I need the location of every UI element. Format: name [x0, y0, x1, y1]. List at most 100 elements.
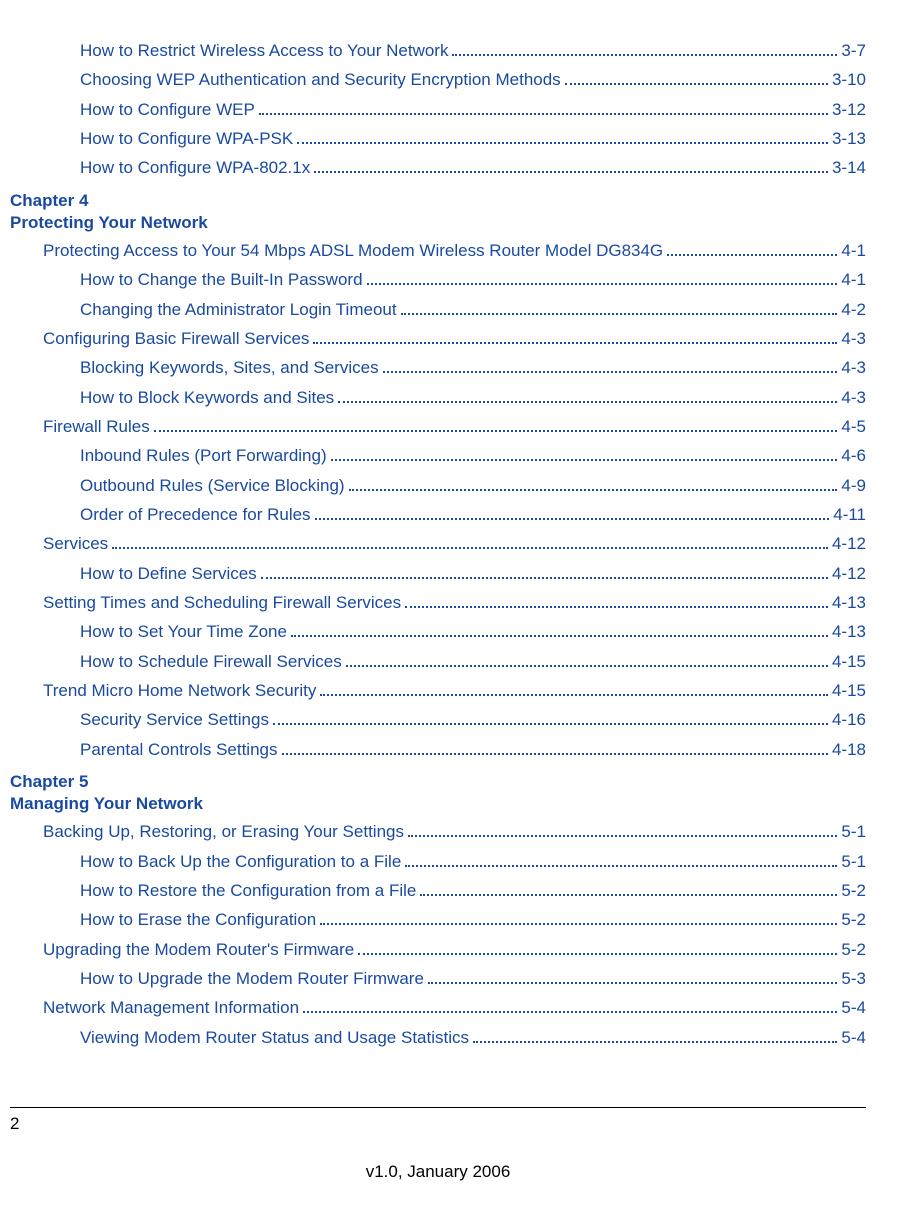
chapter-number: Chapter 5 [10, 771, 866, 793]
toc-leader-dots [112, 537, 828, 549]
toc-entry[interactable]: How to Schedule Firewall Services 4-15 [5, 649, 866, 675]
toc-entry[interactable]: Blocking Keywords, Sites, and Services 4… [5, 355, 866, 381]
toc-entry[interactable]: How to Configure WPA-PSK 3-13 [5, 126, 866, 152]
toc-entry[interactable]: Backing Up, Restoring, or Erasing Your S… [5, 819, 866, 845]
toc-entry[interactable]: How to Set Your Time Zone 4-13 [5, 619, 866, 645]
toc-label: How to Restore the Configuration from a … [80, 878, 416, 904]
toc-label: How to Define Services [80, 561, 257, 587]
toc-label: How to Upgrade the Modem Router Firmware [80, 966, 424, 992]
toc-page: 5-2 [841, 907, 866, 933]
toc-page: 3-14 [832, 155, 866, 181]
toc-leader-dots [261, 567, 828, 579]
toc-label: Trend Micro Home Network Security [43, 678, 316, 704]
toc-label: Configuring Basic Firewall Services [43, 326, 309, 352]
toc-page: 4-9 [841, 473, 866, 499]
toc-entry[interactable]: Setting Times and Scheduling Firewall Se… [5, 590, 866, 616]
toc-entry[interactable]: Network Management Information 5-4 [5, 995, 866, 1021]
toc-leader-dots [367, 273, 838, 285]
toc-page: 4-2 [841, 297, 866, 323]
toc-leader-dots [667, 244, 837, 256]
toc-leader-dots [473, 1031, 837, 1043]
chapter-heading-5[interactable]: Chapter 5 Managing Your Network [5, 771, 866, 815]
toc-leader-dots [320, 913, 837, 925]
toc-entry[interactable]: Inbound Rules (Port Forwarding) 4-6 [5, 443, 866, 469]
toc-page: 4-6 [841, 443, 866, 469]
toc-page: 3-12 [832, 97, 866, 123]
toc-entry[interactable]: How to Configure WPA-802.1x 3-14 [5, 155, 866, 181]
toc-entry[interactable]: How to Configure WEP 3-12 [5, 97, 866, 123]
toc-leader-dots [452, 44, 837, 56]
toc-label: Security Service Settings [80, 707, 269, 733]
toc-entry[interactable]: Configuring Basic Firewall Services 4-3 [5, 326, 866, 352]
toc-label: How to Change the Built-In Password [80, 267, 363, 293]
toc-entry[interactable]: How to Erase the Configuration 5-2 [5, 907, 866, 933]
toc-label: Services [43, 531, 108, 557]
toc-entry[interactable]: Order of Precedence for Rules 4-11 [5, 502, 866, 528]
toc-leader-dots [291, 625, 828, 637]
toc-leader-dots [349, 478, 838, 490]
toc-entry[interactable]: Security Service Settings 4-16 [5, 707, 866, 733]
toc-leader-dots [346, 655, 828, 667]
toc-page: 4-15 [832, 649, 866, 675]
toc-leader-dots [313, 332, 837, 344]
toc-entry[interactable]: How to Back Up the Configuration to a Fi… [5, 849, 866, 875]
toc-entry[interactable]: Parental Controls Settings 4-18 [5, 737, 866, 763]
toc-page: 4-13 [832, 619, 866, 645]
toc-entry[interactable]: Changing the Administrator Login Timeout… [5, 297, 866, 323]
toc-leader-dots [331, 449, 838, 461]
toc-leader-dots [428, 972, 838, 984]
toc-entry[interactable]: Outbound Rules (Service Blocking) 4-9 [5, 473, 866, 499]
toc-leader-dots [297, 132, 828, 144]
toc-label: Network Management Information [43, 995, 299, 1021]
toc-label: How to Set Your Time Zone [80, 619, 287, 645]
toc-leader-dots [401, 302, 838, 314]
toc-page: 5-2 [841, 878, 866, 904]
chapter-title: Protecting Your Network [10, 212, 866, 234]
toc-label: How to Configure WEP [80, 97, 255, 123]
toc-entry[interactable]: How to Block Keywords and Sites 4-3 [5, 385, 866, 411]
toc-entry[interactable]: How to Change the Built-In Password 4-1 [5, 267, 866, 293]
toc-leader-dots [405, 854, 837, 866]
toc-entry[interactable]: Services 4-12 [5, 531, 866, 557]
toc-page: 3-13 [832, 126, 866, 152]
toc-leader-dots [314, 161, 828, 173]
toc-leader-dots [315, 508, 830, 520]
toc-entry[interactable]: Upgrading the Modem Router's Firmware 5-… [5, 937, 866, 963]
chapter-number: Chapter 4 [10, 190, 866, 212]
toc-leader-dots [405, 596, 828, 608]
toc-leader-dots [408, 825, 837, 837]
toc-entry[interactable]: How to Upgrade the Modem Router Firmware… [5, 966, 866, 992]
toc-entry[interactable]: How to Define Services 4-12 [5, 561, 866, 587]
toc-entry[interactable]: How to Restore the Configuration from a … [5, 878, 866, 904]
toc-entry[interactable]: How to Restrict Wireless Access to Your … [5, 38, 866, 64]
toc-label: Inbound Rules (Port Forwarding) [80, 443, 327, 469]
toc-entry[interactable]: Viewing Modem Router Status and Usage St… [5, 1025, 866, 1051]
toc-content: How to Restrict Wireless Access to Your … [0, 0, 901, 1051]
toc-page: 4-16 [832, 707, 866, 733]
toc-label: How to Configure WPA-802.1x [80, 155, 310, 181]
chapter-heading-4[interactable]: Chapter 4 Protecting Your Network [5, 190, 866, 234]
toc-page: 4-15 [832, 678, 866, 704]
toc-entry[interactable]: Choosing WEP Authentication and Security… [5, 67, 866, 93]
toc-label: How to Block Keywords and Sites [80, 385, 334, 411]
toc-label: How to Back Up the Configuration to a Fi… [80, 849, 401, 875]
toc-entry[interactable]: Firewall Rules 4-5 [5, 414, 866, 440]
toc-page: 5-4 [841, 1025, 866, 1051]
toc-leader-dots [259, 103, 828, 115]
toc-label: Firewall Rules [43, 414, 150, 440]
toc-leader-dots [420, 884, 837, 896]
toc-label: Outbound Rules (Service Blocking) [80, 473, 345, 499]
toc-label: How to Schedule Firewall Services [80, 649, 342, 675]
page-number: 2 [10, 1114, 866, 1134]
toc-entry[interactable]: Protecting Access to Your 54 Mbps ADSL M… [5, 238, 866, 264]
toc-page: 5-2 [841, 937, 866, 963]
toc-label: Blocking Keywords, Sites, and Services [80, 355, 379, 381]
toc-leader-dots [273, 713, 828, 725]
toc-page: 4-3 [841, 355, 866, 381]
toc-leader-dots [320, 684, 828, 696]
toc-leader-dots [338, 390, 837, 402]
toc-entry[interactable]: Trend Micro Home Network Security 4-15 [5, 678, 866, 704]
toc-leader-dots [282, 743, 828, 755]
toc-label: Choosing WEP Authentication and Security… [80, 67, 561, 93]
toc-label: Protecting Access to Your 54 Mbps ADSL M… [43, 238, 663, 264]
